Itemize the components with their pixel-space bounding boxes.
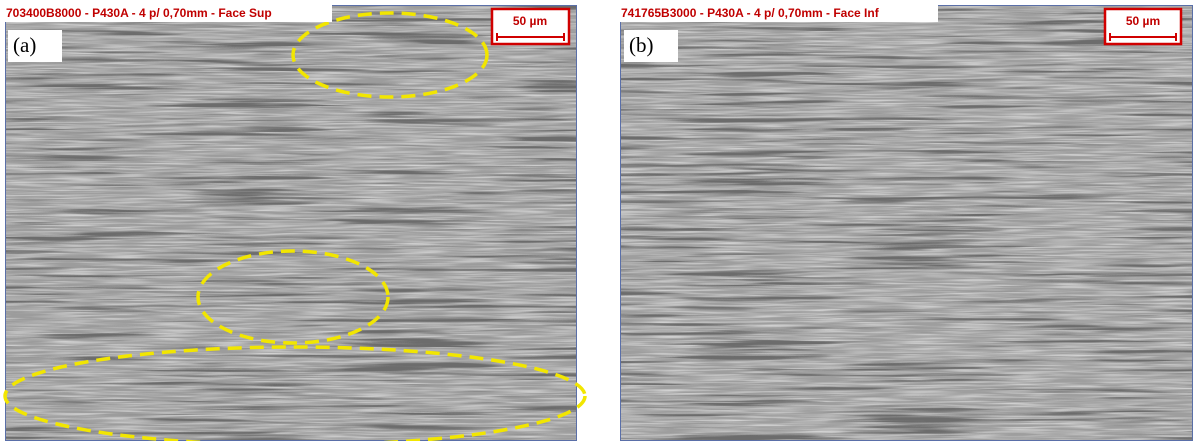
figure: 703400B8000 - P430A - 4 p/ 0,70mm - Face… <box>0 0 1198 441</box>
panel-b: 741765B3000 - P430A - 4 p/ 0,70mm - Face… <box>620 5 1193 441</box>
scale-text: 50 µm <box>1126 14 1160 28</box>
streaks <box>620 5 1193 441</box>
header: 741765B3000 - P430A - 4 p/ 0,70mm - Face… <box>621 6 880 20</box>
panel-a: 703400B8000 - P430A - 4 p/ 0,70mm - Face… <box>5 5 585 441</box>
panel-label: (a) <box>13 33 36 57</box>
header: 703400B8000 - P430A - 4 p/ 0,70mm - Face… <box>6 6 272 20</box>
streaks <box>5 5 577 441</box>
panel-label: (b) <box>629 33 654 57</box>
scale-text: 50 µm <box>513 14 547 28</box>
